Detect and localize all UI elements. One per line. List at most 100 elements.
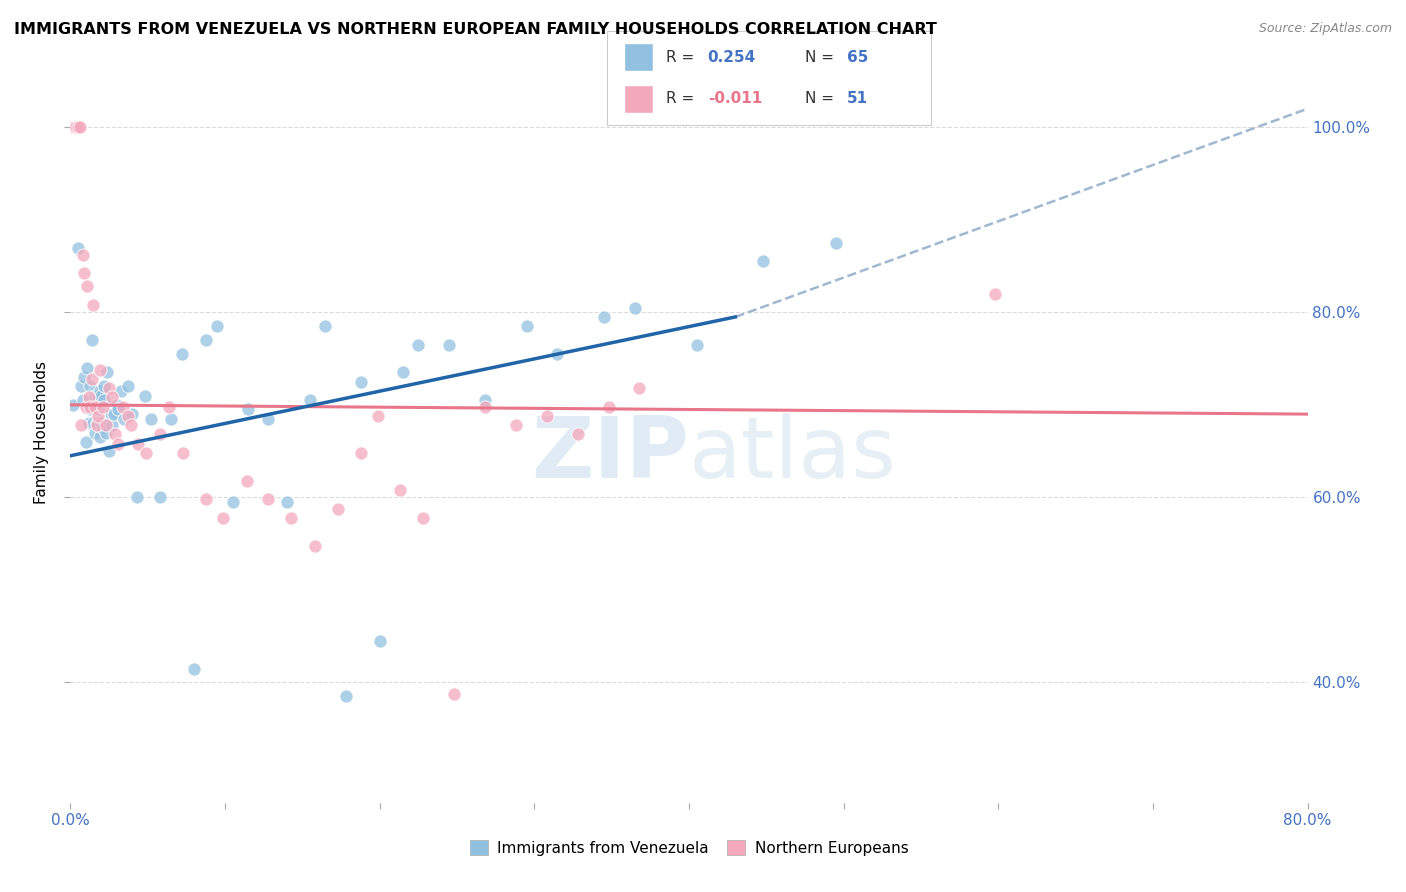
Point (392, 366, 415, 380)
Point (299, 393, 322, 408)
Point (135, 446, 157, 460)
Point (101, 391, 124, 405)
Point (160, 411, 183, 425)
Point (98, 381, 120, 395)
Point (89, 362, 111, 376)
Point (84, 425, 107, 440)
Point (408, 337, 430, 351)
Point (212, 510, 235, 524)
Point (276, 495, 298, 509)
Text: R =: R = (665, 91, 699, 106)
Point (207, 319, 229, 334)
Point (76, 360, 98, 375)
Point (76, 279, 98, 293)
Point (134, 389, 156, 403)
Point (107, 402, 129, 417)
Point (367, 409, 389, 423)
Point (67, 120, 90, 135)
Point (235, 474, 257, 488)
Point (127, 436, 149, 450)
Point (69, 120, 91, 135)
Point (326, 501, 349, 516)
Point (139, 411, 162, 425)
Point (79, 400, 101, 414)
Point (87, 409, 110, 423)
Point (60, 120, 83, 135)
Point (111, 400, 134, 414)
Point (86, 418, 108, 433)
Text: 0.254: 0.254 (707, 50, 756, 65)
Point (72, 393, 94, 408)
Point (77, 417, 100, 431)
Point (157, 400, 180, 414)
Point (87, 389, 110, 403)
Point (474, 400, 496, 414)
Point (90, 417, 112, 431)
Point (149, 427, 172, 442)
Point (86, 417, 108, 431)
Text: atlas: atlas (689, 413, 897, 496)
Y-axis label: Family Households: Family Households (34, 361, 49, 504)
Point (172, 446, 194, 460)
Point (87, 402, 110, 417)
Point (120, 418, 142, 433)
Text: 65: 65 (846, 50, 868, 65)
Point (67, 240, 90, 255)
Point (628, 381, 651, 395)
Point (75, 400, 97, 414)
Point (82, 298, 105, 312)
Point (82, 417, 105, 431)
Point (474, 393, 496, 408)
Point (107, 436, 129, 450)
Point (98, 444, 120, 458)
Point (91, 421, 114, 435)
Point (170, 347, 193, 361)
Point (984, 286, 1007, 301)
Point (368, 633, 391, 648)
Point (103, 407, 125, 421)
Point (315, 319, 337, 334)
Point (149, 491, 172, 505)
Point (91, 400, 114, 414)
Point (80, 333, 103, 347)
Point (412, 510, 434, 524)
Point (593, 310, 616, 324)
Point (686, 337, 709, 351)
Text: N =: N = (804, 91, 838, 106)
Point (598, 400, 620, 414)
Point (105, 398, 128, 412)
FancyBboxPatch shape (623, 85, 652, 112)
Point (110, 384, 132, 398)
Point (567, 427, 589, 442)
Point (121, 407, 143, 421)
Point (257, 411, 280, 425)
Point (195, 492, 218, 507)
Point (75, 434, 97, 449)
Point (90, 389, 112, 403)
Text: N =: N = (804, 50, 838, 65)
Point (257, 492, 280, 507)
Point (335, 690, 357, 704)
Text: ZIP: ZIP (531, 413, 689, 496)
Text: IMMIGRANTS FROM VENEZUELA VS NORTHERN EUROPEAN FAMILY HOUSEHOLDS CORRELATION CHA: IMMIGRANTS FROM VENEZUELA VS NORTHERN EU… (14, 22, 936, 37)
Point (125, 491, 148, 505)
Point (70, 418, 93, 433)
Point (350, 375, 373, 389)
Point (117, 379, 139, 393)
Point (183, 662, 205, 676)
Point (94, 425, 117, 440)
Point (505, 418, 527, 433)
Text: 51: 51 (846, 91, 868, 106)
Legend: Immigrants from Venezuela, Northern Europeans: Immigrants from Venezuela, Northern Euro… (464, 834, 914, 862)
Point (93, 379, 115, 393)
Point (624, 301, 647, 315)
Point (114, 411, 135, 425)
Point (222, 495, 245, 509)
Point (443, 687, 465, 701)
Point (439, 337, 461, 351)
Text: Source: ZipAtlas.com: Source: ZipAtlas.com (1258, 22, 1392, 36)
Point (824, 235, 846, 250)
Point (62, 398, 84, 412)
Point (73, 370, 96, 384)
Point (84, 400, 107, 414)
